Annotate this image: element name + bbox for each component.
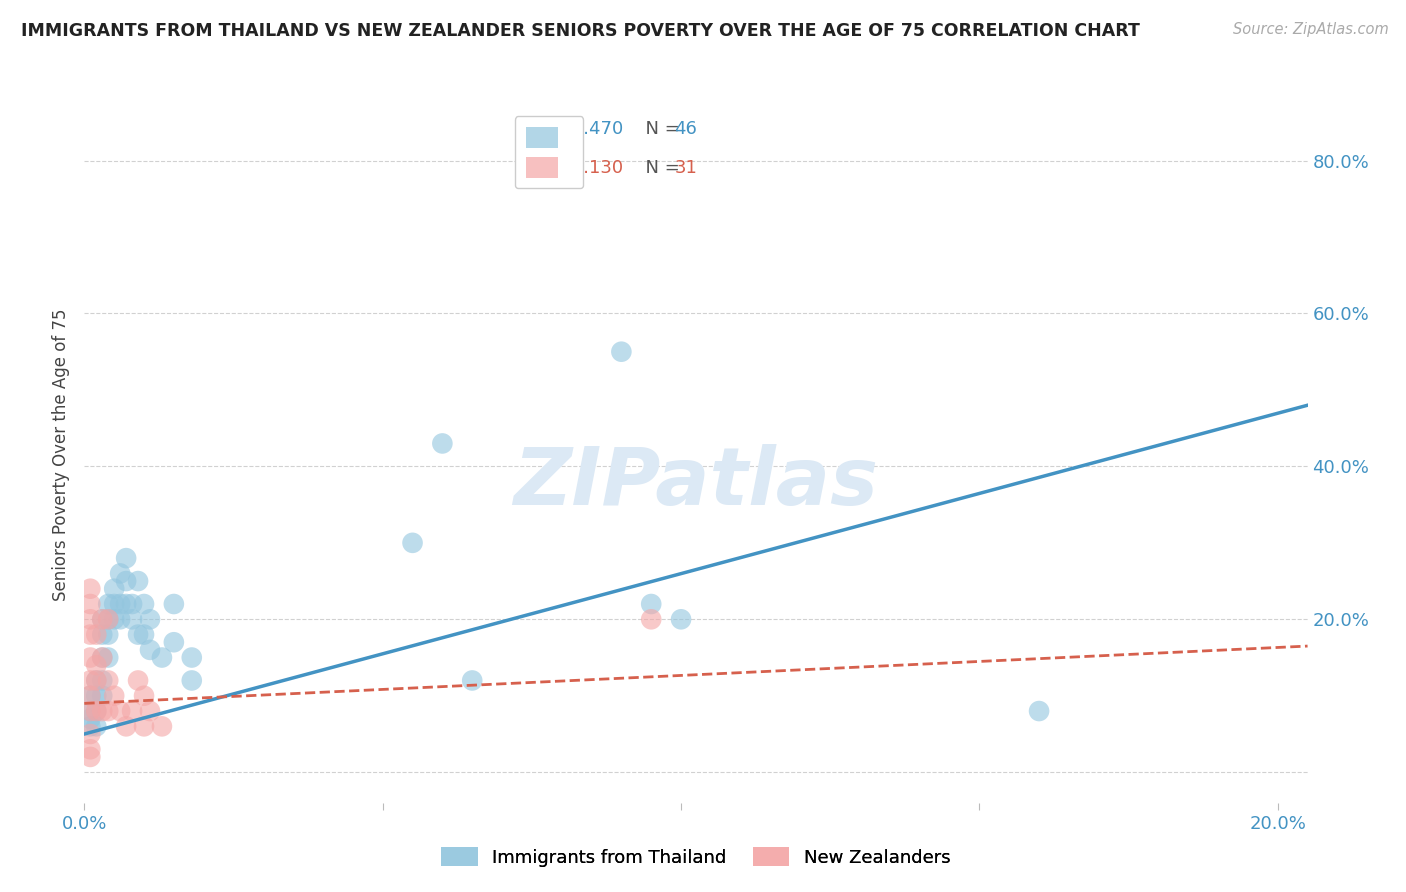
- Point: [79, 650, 101, 665]
- Point: [97, 627, 120, 641]
- Point: [115, 551, 138, 566]
- Point: [103, 597, 125, 611]
- Point: [79, 582, 101, 596]
- Point: [84, 658, 107, 673]
- Point: [115, 597, 138, 611]
- Point: [97, 650, 120, 665]
- Point: [461, 673, 484, 688]
- Point: [79, 689, 101, 703]
- Point: [79, 627, 101, 641]
- Point: [139, 643, 162, 657]
- Point: [163, 635, 186, 649]
- Point: [121, 704, 143, 718]
- Point: [84, 673, 107, 688]
- Point: [132, 627, 155, 641]
- Point: [79, 612, 101, 626]
- Text: R =: R =: [530, 159, 569, 177]
- Point: [97, 673, 120, 688]
- Point: [84, 704, 107, 718]
- Point: [79, 750, 101, 764]
- Point: [84, 689, 107, 703]
- Point: [79, 689, 101, 703]
- Text: 0.130: 0.130: [572, 159, 624, 177]
- Text: R =: R =: [530, 120, 569, 138]
- Point: [127, 673, 149, 688]
- Point: [139, 612, 162, 626]
- Point: [1028, 704, 1050, 718]
- Point: [121, 597, 143, 611]
- Point: [115, 719, 138, 733]
- Point: [610, 344, 633, 359]
- Point: [91, 612, 114, 626]
- Point: [127, 574, 149, 588]
- Point: [432, 436, 454, 450]
- Point: [108, 612, 131, 626]
- Text: 0.470: 0.470: [572, 120, 624, 138]
- Point: [108, 597, 131, 611]
- Text: 31: 31: [675, 159, 697, 177]
- Point: [79, 727, 101, 741]
- Y-axis label: Seniors Poverty Over the Age of 75: Seniors Poverty Over the Age of 75: [52, 309, 70, 601]
- Point: [79, 712, 101, 726]
- Point: [132, 597, 155, 611]
- Point: [640, 597, 662, 611]
- Point: [79, 704, 101, 718]
- Text: Source: ZipAtlas.com: Source: ZipAtlas.com: [1233, 22, 1389, 37]
- Point: [97, 612, 120, 626]
- Text: N =: N =: [634, 120, 686, 138]
- Point: [79, 742, 101, 756]
- Point: [669, 612, 692, 626]
- Point: [91, 650, 114, 665]
- Text: N =: N =: [634, 159, 686, 177]
- Point: [180, 650, 202, 665]
- Point: [132, 689, 155, 703]
- Point: [180, 673, 202, 688]
- Point: [127, 627, 149, 641]
- Point: [97, 597, 120, 611]
- Point: [91, 673, 114, 688]
- Point: [401, 536, 423, 550]
- Point: [91, 627, 114, 641]
- Point: [103, 582, 125, 596]
- Point: [121, 612, 143, 626]
- Text: 46: 46: [675, 120, 697, 138]
- Point: [150, 719, 173, 733]
- Point: [108, 566, 131, 581]
- Point: [103, 612, 125, 626]
- Point: [163, 597, 186, 611]
- Point: [150, 650, 173, 665]
- Point: [79, 704, 101, 718]
- Point: [79, 719, 101, 733]
- Point: [84, 627, 107, 641]
- Point: [97, 704, 120, 718]
- Point: [132, 719, 155, 733]
- Text: ZIPatlas: ZIPatlas: [513, 443, 879, 522]
- Point: [108, 704, 131, 718]
- Legend: Immigrants from Thailand, New Zealanders: Immigrants from Thailand, New Zealanders: [434, 840, 957, 874]
- Text: IMMIGRANTS FROM THAILAND VS NEW ZEALANDER SENIORS POVERTY OVER THE AGE OF 75 COR: IMMIGRANTS FROM THAILAND VS NEW ZEALANDE…: [21, 22, 1140, 40]
- Point: [91, 612, 114, 626]
- Point: [91, 650, 114, 665]
- Point: [79, 597, 101, 611]
- Point: [139, 704, 162, 718]
- Point: [84, 719, 107, 733]
- Point: [79, 673, 101, 688]
- Point: [115, 574, 138, 588]
- Point: [91, 704, 114, 718]
- Point: [84, 704, 107, 718]
- Point: [97, 612, 120, 626]
- Point: [84, 673, 107, 688]
- Point: [640, 612, 662, 626]
- Point: [91, 689, 114, 703]
- Point: [103, 689, 125, 703]
